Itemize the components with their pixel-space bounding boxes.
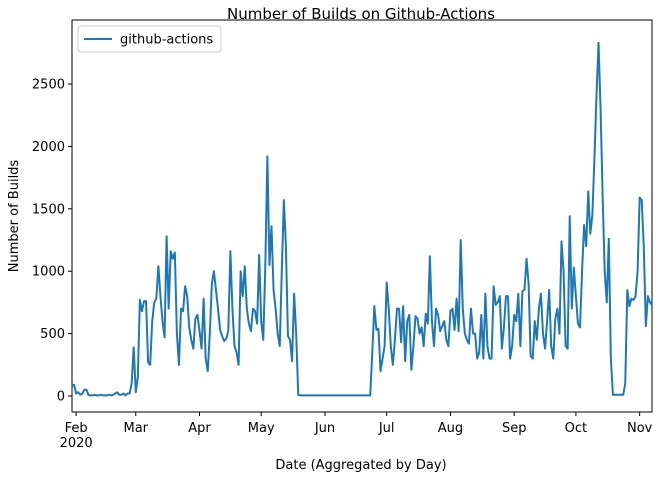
legend-box <box>77 25 222 53</box>
x-axis-label: Date (Aggregated by Day) <box>275 458 446 473</box>
y-tick-label: 500 <box>40 327 65 342</box>
y-tick-label: 1000 <box>32 265 65 280</box>
y-tick-label: 2500 <box>32 78 65 93</box>
x-tick-label: May <box>248 421 275 436</box>
x-tick-label: Mar <box>123 421 148 436</box>
data-line <box>71 41 653 397</box>
x-tick-label: Jul <box>378 421 395 436</box>
legend: github-actions <box>77 25 222 53</box>
x-tick-label: Jun <box>314 421 335 436</box>
x-tick-label: Feb 2020 <box>60 421 93 451</box>
y-tick-label: 0 <box>57 390 65 405</box>
x-tick-label: Nov <box>627 421 653 436</box>
y-tick-label: 2000 <box>32 140 65 155</box>
x-tick-label: Oct <box>565 421 587 436</box>
x-tick-label: Sep <box>502 421 527 436</box>
legend-label: github-actions <box>120 33 213 48</box>
y-axis-label: Number of Builds <box>7 160 22 273</box>
x-tick-label: Apr <box>188 421 211 436</box>
x-tick-label: Aug <box>438 421 463 436</box>
y-tick-label: 1500 <box>32 202 65 217</box>
chart-title: Number of Builds on Github-Actions <box>227 5 495 23</box>
plot-frame <box>71 19 653 413</box>
